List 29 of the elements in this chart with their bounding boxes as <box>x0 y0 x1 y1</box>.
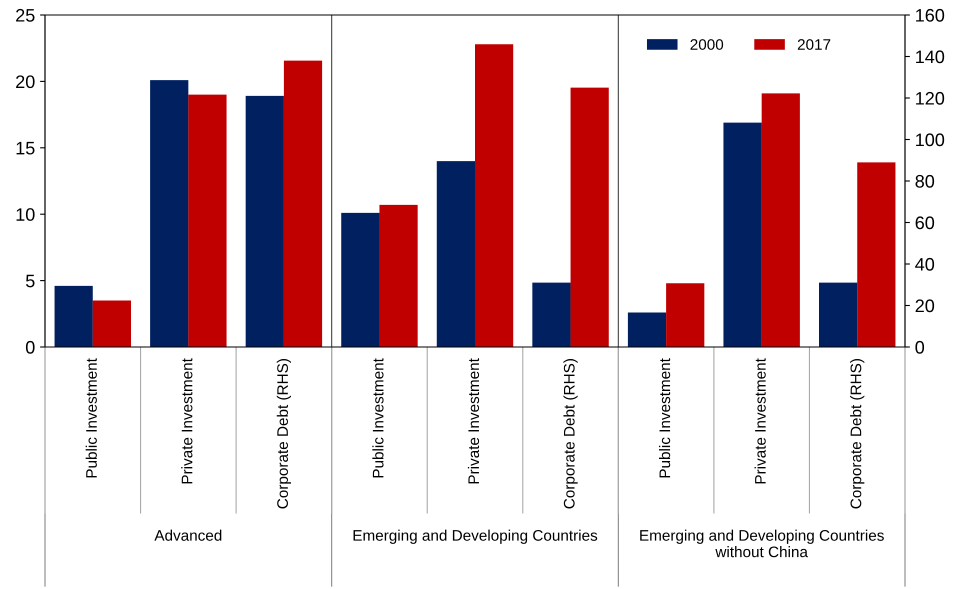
y-tick-label: 25 <box>16 8 35 22</box>
x-tick-label: Private Investment <box>181 358 192 484</box>
y2-tick-label: 120 <box>916 92 944 105</box>
legend-label: 2017 <box>798 39 830 50</box>
x-tick-label: Corporate Debt (RHS) <box>563 359 578 508</box>
y2-tick-label: 0 <box>915 340 924 354</box>
text: Emerging and Developing Countries without China <box>640 530 884 558</box>
x-tick-label: Public Investment <box>86 358 97 478</box>
y-tick-label: 0 <box>26 340 35 354</box>
y-tick-label: 15 <box>16 142 35 155</box>
y-tick-label: 20 <box>16 75 35 88</box>
x-tick-label: Private Investment <box>754 358 766 484</box>
legend-label: 2000 <box>690 39 724 50</box>
y2-tick-label: 160 <box>916 8 944 22</box>
y2-tick-label: 100 <box>916 133 944 146</box>
x-tick-label: Public Investment <box>372 358 384 478</box>
y2-tick-label: 60 <box>916 216 934 230</box>
x-tick-label: Public Investment <box>658 358 670 478</box>
y-tick-label: 10 <box>16 208 35 221</box>
text: Emerging and Developing Countries <box>354 530 598 544</box>
y2-tick-label: 40 <box>915 258 934 271</box>
text: Advanced <box>154 530 222 541</box>
y2-tick-label: 20 <box>916 299 934 312</box>
y2-tick-label: 140 <box>916 50 944 64</box>
x-tick-label: Corporate Debt (RHS) <box>850 359 864 508</box>
y2-tick-label: 80 <box>916 174 934 188</box>
x-tick-label: Private Investment <box>468 358 480 484</box>
x-tick-label: Corporate Debt (RHS) <box>276 359 292 508</box>
y-tick-label: 5 <box>26 274 35 288</box>
